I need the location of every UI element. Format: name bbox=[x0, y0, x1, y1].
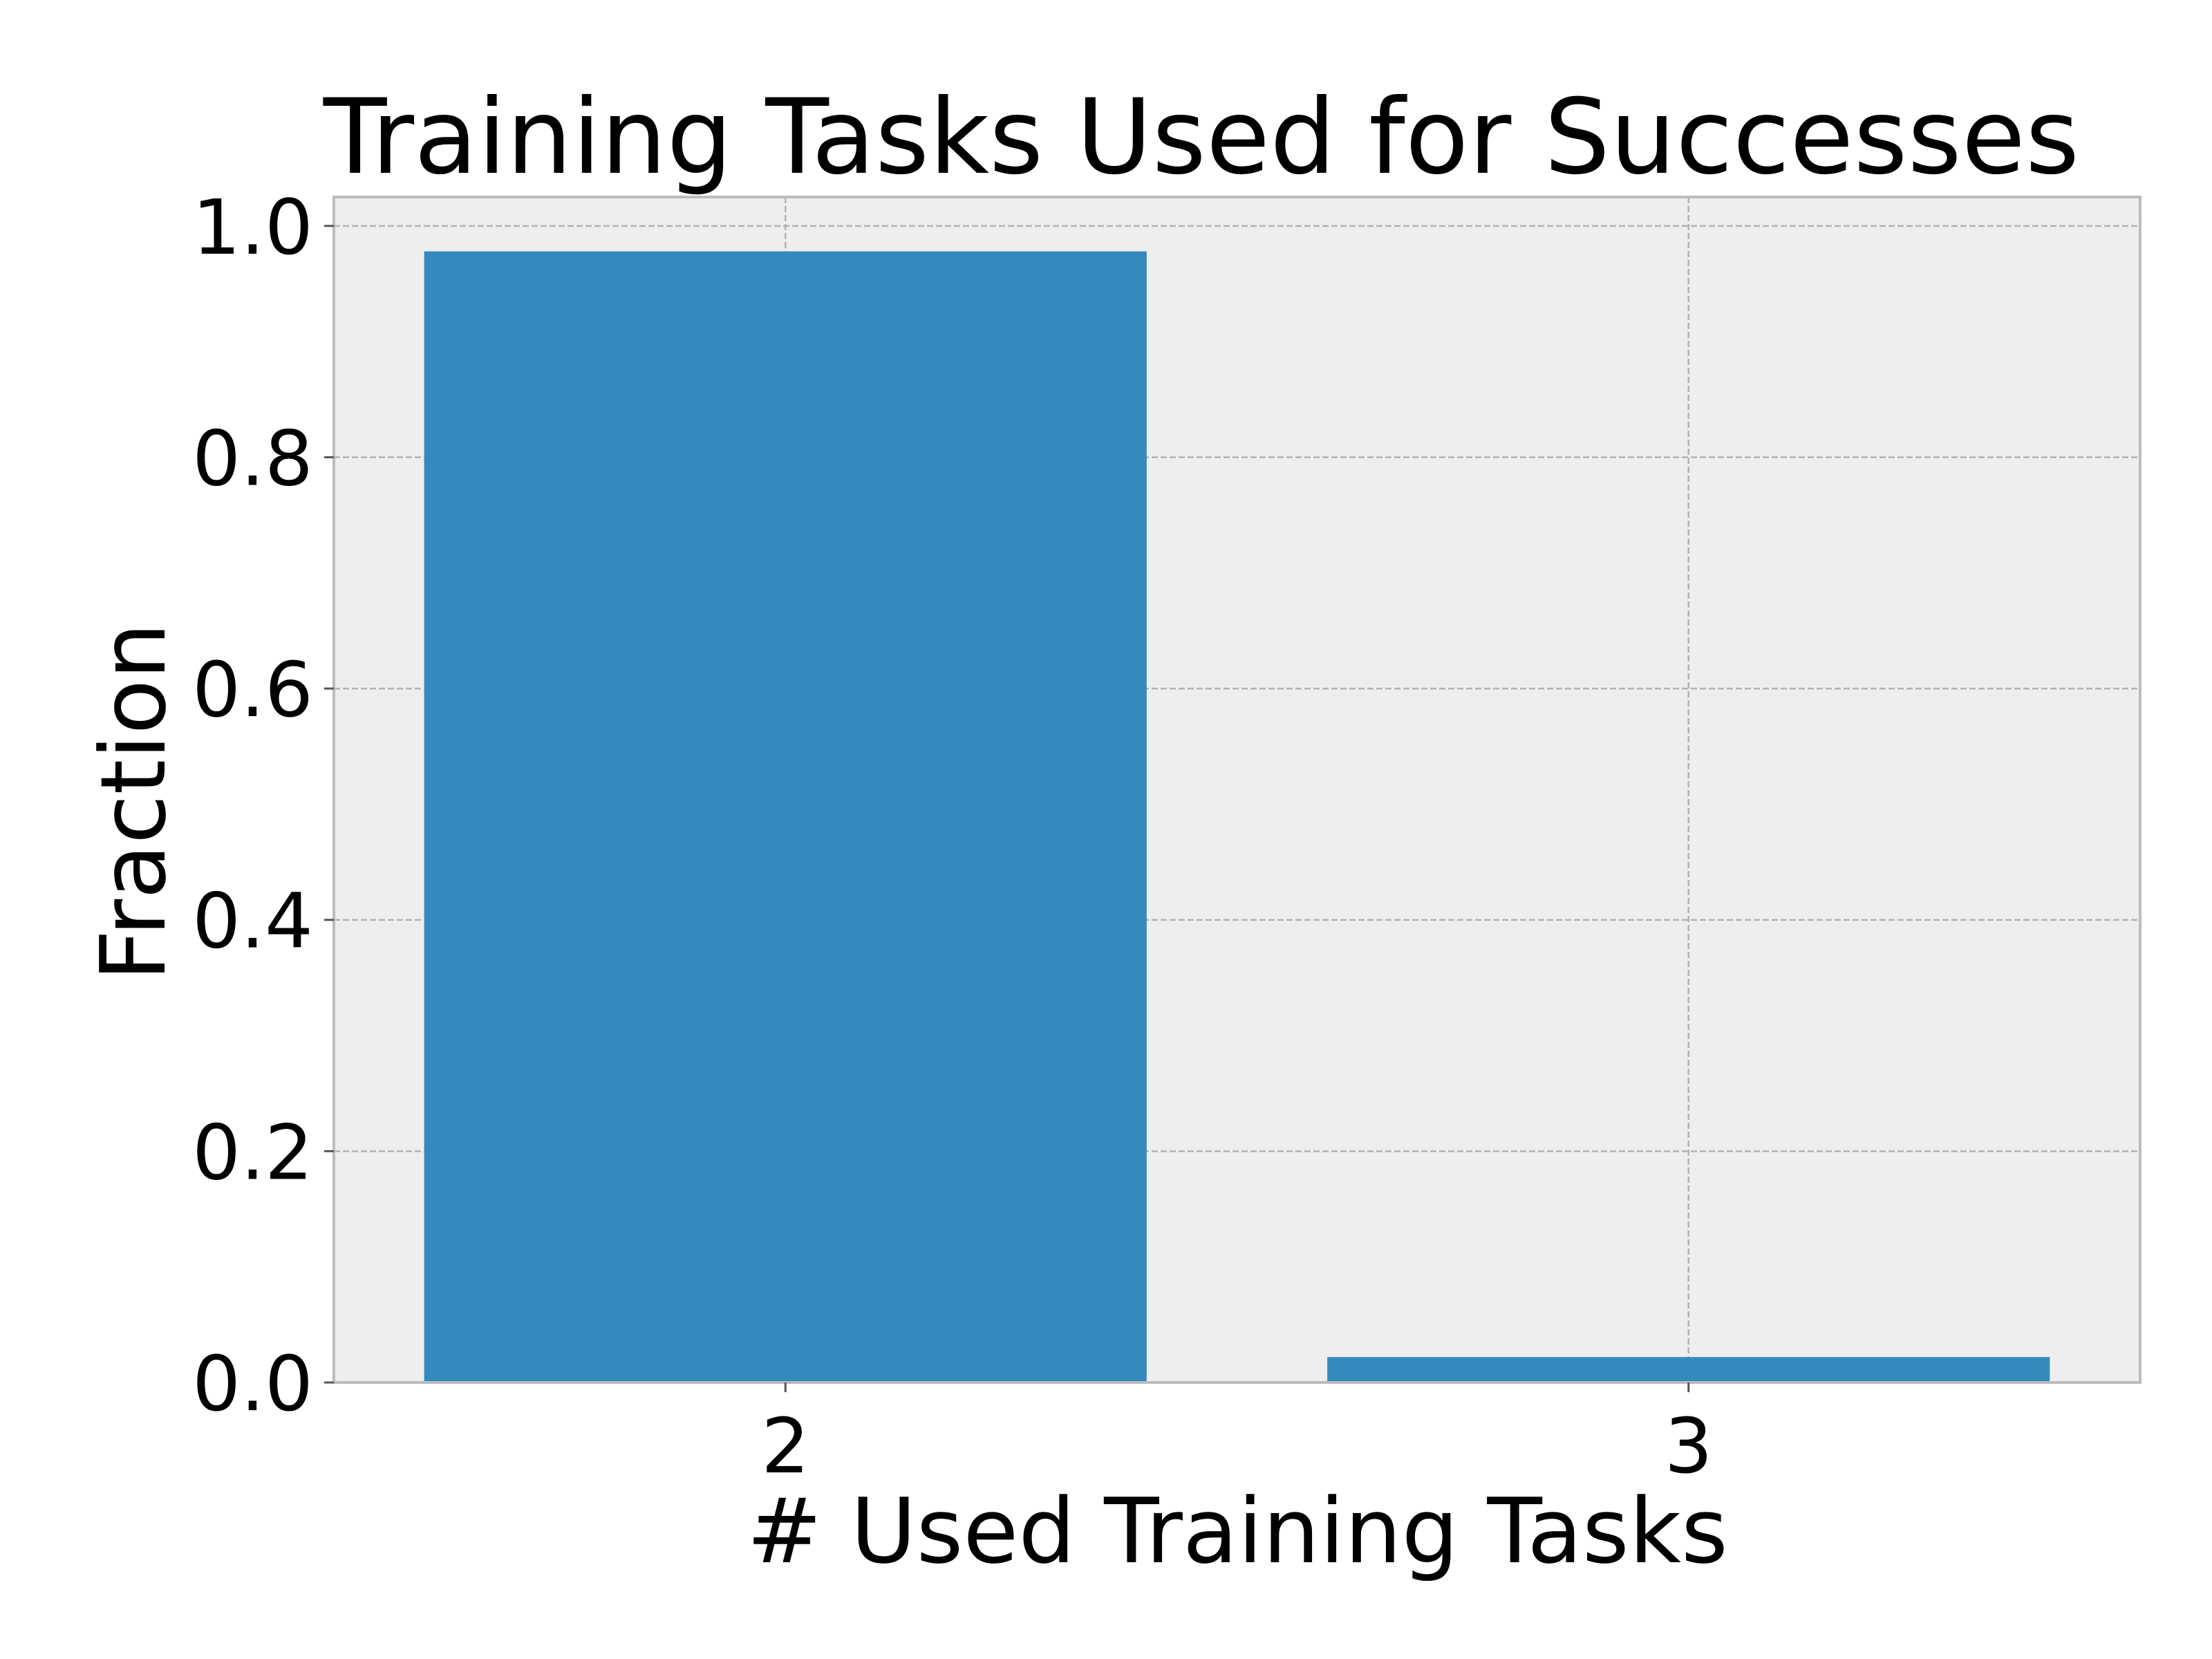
y-tick-label: 0.2 bbox=[192, 1108, 313, 1197]
y-tick-label: 0.6 bbox=[192, 646, 313, 734]
x-axis-label: # Used Training Tasks bbox=[747, 1479, 1728, 1584]
y-tick-label: 0.4 bbox=[192, 877, 313, 966]
chart-title: Training Tasks Used for Successes bbox=[323, 77, 2079, 198]
bars bbox=[424, 251, 2050, 1382]
y-tick-label: 1.0 bbox=[192, 183, 313, 272]
y-tick-label: 0.0 bbox=[192, 1340, 313, 1428]
plot-frame bbox=[332, 196, 2141, 1384]
axis-ticks: 0.0 0.2 0.4 0.6 0.8 1.0 2 3 bbox=[192, 183, 1713, 1490]
y-tick-label: 0.8 bbox=[192, 414, 313, 503]
bar-2 bbox=[424, 251, 1147, 1382]
x-tick-label: 2 bbox=[761, 1402, 809, 1490]
x-tick-label: 3 bbox=[1665, 1402, 1713, 1490]
bar-3 bbox=[1327, 1357, 2050, 1382]
y-axis-label: Fraction bbox=[81, 623, 186, 982]
